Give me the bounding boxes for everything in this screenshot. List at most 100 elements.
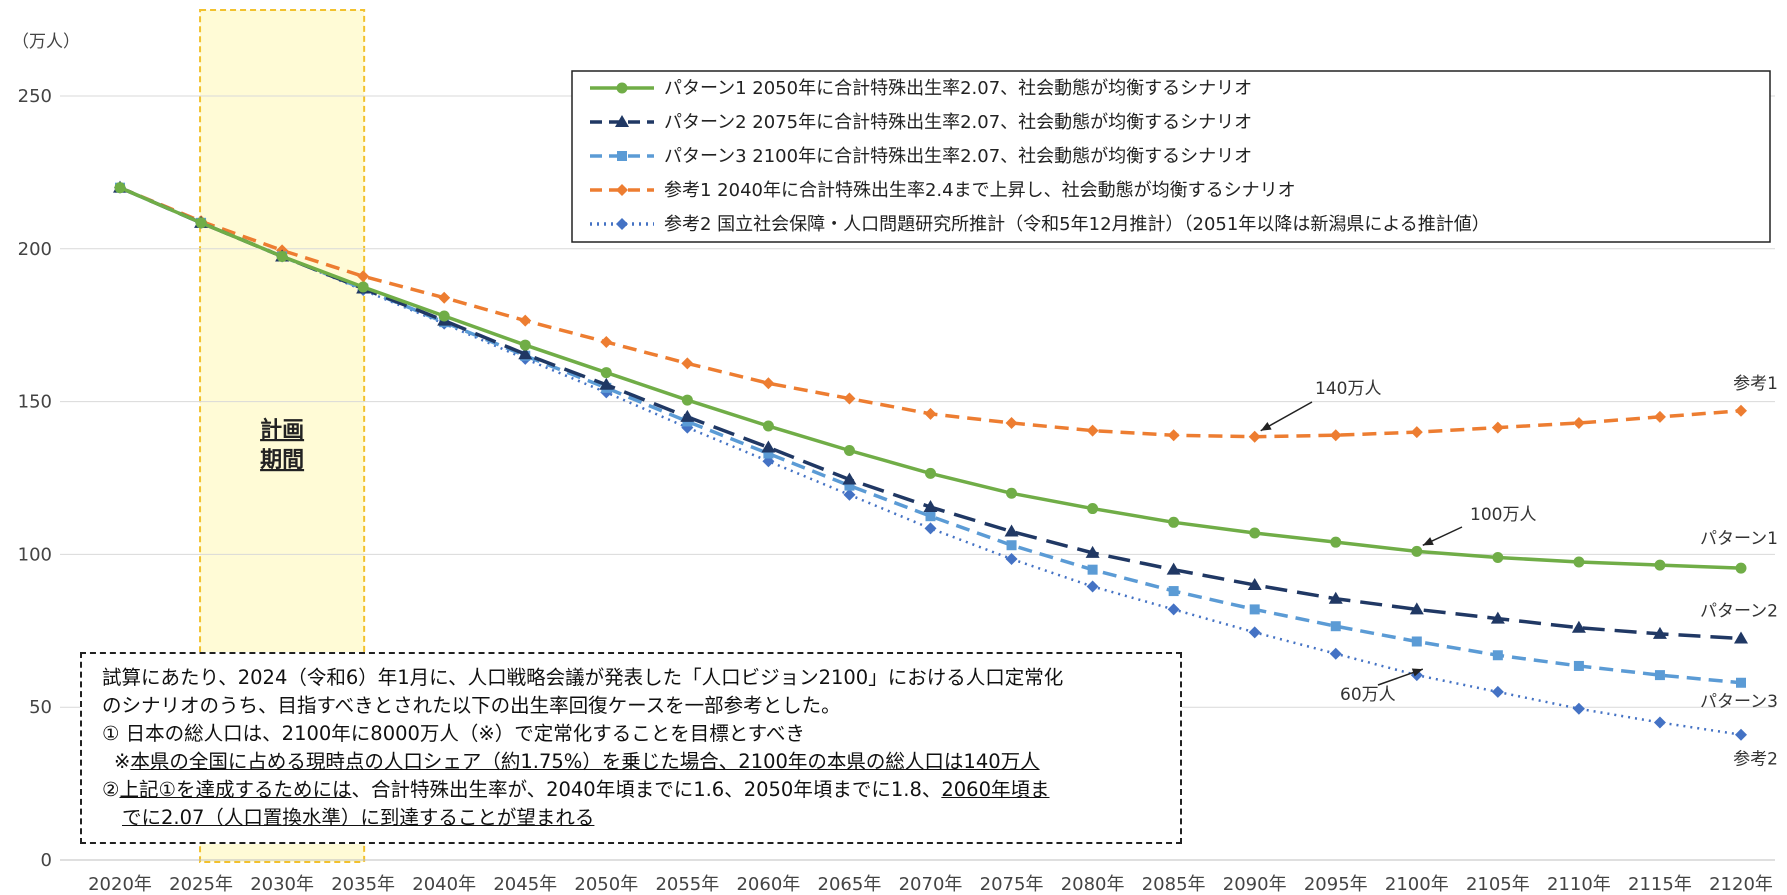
series-1-point [681, 394, 693, 406]
note-line-1: 試算にあたり、2024（令和6）年1月に、人口戦略会議が発表した「人口ビジョン2… [102, 666, 1064, 689]
series-5-point [1086, 580, 1099, 593]
series-1-point [843, 444, 855, 456]
series-2-point [1734, 631, 1748, 644]
legend-entry-label: パターン3 2100年に合計特殊出生率2.07、社会動態が均衡するシナリオ [664, 146, 1252, 167]
series-5-point [1653, 716, 1666, 729]
series-1-point [1492, 551, 1504, 563]
series-5-point [924, 522, 937, 535]
note-line-3: ① 日本の総人口は、2100年に8000万人（※）で定常化することを目標とすべき [102, 722, 805, 745]
series-4-point [438, 291, 451, 304]
annotation-arrowhead [1411, 668, 1423, 677]
series-3-point [1087, 564, 1098, 575]
note-box: 試算にあたり、2024（令和6）年1月に、人口戦略会議が発表した「人口ビジョン2… [80, 652, 1182, 844]
x-tick-label: 2080年 [1061, 874, 1125, 895]
legend-swatch-marker [616, 218, 628, 230]
note-line-5-middle: 、合計特殊出生率が、2040年頃までに1.6、2050年頃までに1.8、 [351, 778, 942, 801]
series-3-point [1654, 670, 1665, 681]
series-1-point [519, 339, 531, 351]
x-tick-label: 2060年 [736, 874, 800, 895]
series-1-point [357, 281, 369, 293]
series-1-point [600, 367, 612, 379]
x-tick-label: 2020年 [88, 874, 152, 895]
y-tick-label: 0 [41, 850, 52, 871]
series-1-point [438, 310, 450, 322]
y-unit-label: （万人） [12, 32, 80, 52]
series-2-point [1409, 602, 1424, 615]
y-tick-label: 50 [29, 697, 52, 718]
x-tick-label: 2095年 [1304, 874, 1368, 895]
series-2-point [680, 409, 695, 422]
legend-entry-label: パターン1 2050年に合計特殊出生率2.07、社会動態が均衡するシナリオ [664, 78, 1252, 99]
note-line-4: ※本県の全国に占める現時点の人口シェア（約1.75%）を乗じた場合、2100年の… [102, 748, 1158, 776]
legend-swatch-marker [616, 82, 628, 94]
series-3-point [925, 511, 936, 522]
x-tick-label: 2065年 [818, 874, 882, 895]
annotation-label: 60万人 [1340, 685, 1396, 705]
series-1-point [1168, 516, 1180, 528]
series-5-point [1329, 647, 1342, 660]
series-1-point [1249, 527, 1261, 539]
legend-swatch-marker [615, 115, 629, 127]
series-3-point [1736, 677, 1746, 688]
y-tick-label: 250 [18, 86, 52, 107]
series-1-point [276, 250, 288, 262]
series-4-point [600, 336, 613, 349]
series-4-point [357, 270, 370, 283]
y-tick-label: 150 [18, 392, 52, 413]
series-end-label: パターン1 [1700, 529, 1778, 549]
series-5-point [1572, 702, 1585, 715]
series-end-label: パターン3 [1700, 692, 1778, 712]
x-tick-label: 2100年 [1385, 874, 1449, 895]
series-5-point [1491, 685, 1504, 698]
annotation-arrowhead [1260, 422, 1272, 431]
series-4-point [681, 357, 694, 370]
x-tick-label: 2050年 [574, 874, 638, 895]
x-tick-label: 2025年 [169, 874, 233, 895]
series-4-point [762, 377, 775, 390]
series-2-point [1247, 577, 1262, 590]
series-4-point [1572, 416, 1585, 429]
series-2-point [1490, 611, 1505, 624]
legend-entry-label: パターン2 2075年に合計特殊出生率2.07、社会動態が均衡するシナリオ [664, 112, 1252, 133]
series-1-point [925, 467, 936, 479]
legend-box [571, 70, 1771, 243]
legend-swatch-marker [617, 151, 627, 161]
note-line-5: ②上記①を達成するためには、合計特殊出生率が、2040年頃までに1.6、2050… [102, 776, 1158, 804]
legend-entry-label: 参考2 国立社会保障・人口問題研究所推計（令和5年12月推計）（2051年以降は… [664, 214, 1490, 235]
x-tick-label: 2120年 [1709, 874, 1773, 895]
annotation-arrowhead [1422, 537, 1434, 546]
series-4-point [1410, 426, 1423, 439]
series-2-point [1571, 620, 1586, 633]
x-tick-label: 2035年 [331, 874, 395, 895]
series-2-point [599, 377, 614, 390]
x-tick-label: 2040年 [412, 874, 476, 895]
series-line-5 [119, 186, 1742, 736]
plan-period-label: 期間 [260, 448, 304, 473]
series-4-point [924, 407, 937, 420]
x-tick-label: 2105年 [1466, 874, 1530, 895]
series-3-point [1573, 660, 1584, 671]
x-tick-label: 2070年 [899, 874, 963, 895]
series-1-point [1654, 559, 1666, 571]
note-line-5-underlined-end: 2060年頃ま [941, 778, 1050, 801]
series-end-label: パターン2 [1700, 601, 1778, 621]
series-4-point [519, 314, 532, 327]
note-line-6-underlined: でに2.07（人口置換水準）に到達することが望まれる [122, 806, 595, 829]
series-3-point [1168, 586, 1179, 597]
series-2-point [1085, 545, 1100, 558]
series-4-point [1086, 424, 1099, 437]
series-4-point [1491, 421, 1504, 434]
series-4-point [1735, 404, 1747, 417]
series-1-point [1411, 545, 1423, 557]
series-1-point [1087, 503, 1099, 515]
note-line-6: でに2.07（人口置換水準）に到達することが望まれる [102, 804, 1158, 832]
series-end-label: 参考2 [1733, 750, 1778, 770]
y-tick-label: 200 [18, 239, 52, 260]
series-4-point [1248, 430, 1261, 443]
series-4-point [1653, 410, 1666, 423]
series-4-point [1005, 416, 1018, 429]
series-2-point [842, 472, 857, 485]
series-3-point [844, 480, 855, 491]
